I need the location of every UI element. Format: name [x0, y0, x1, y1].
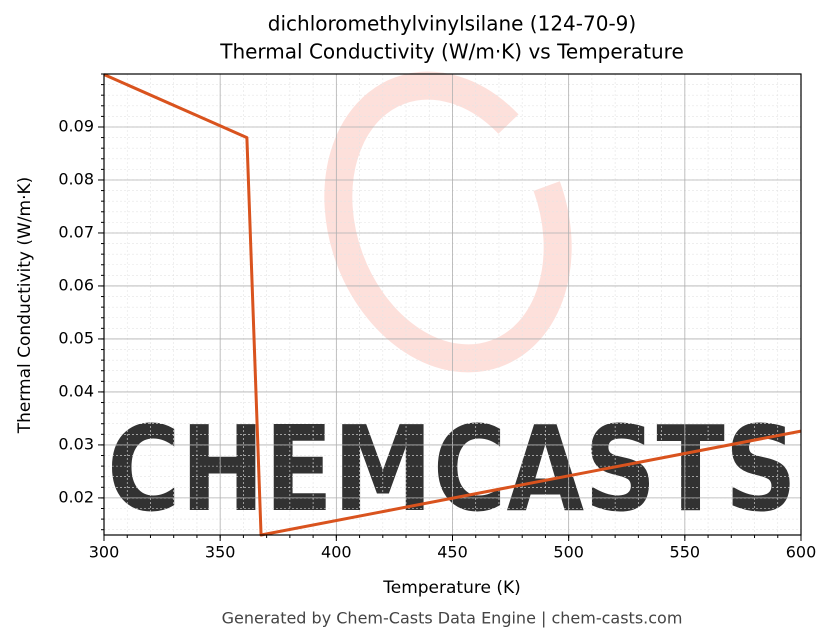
x-tick-label: 300 — [89, 543, 120, 562]
x-tick-label: 550 — [670, 543, 701, 562]
x-tick-label: 600 — [786, 543, 817, 562]
y-tick-label: 0.03 — [58, 434, 94, 453]
x-tick-label: 350 — [205, 543, 236, 562]
x-tick-label: 450 — [437, 543, 468, 562]
y-tick-label: 0.05 — [58, 328, 94, 347]
y-tick-label: 0.04 — [58, 381, 94, 400]
chart-subtitle: Thermal Conductivity (W/m·K) vs Temperat… — [219, 40, 684, 64]
y-tick-label: 0.02 — [58, 487, 94, 506]
chart-title: dichloromethylvinylsilane (124-70-9) — [268, 12, 636, 36]
y-tick-label: 0.08 — [58, 169, 94, 188]
y-tick-label: 0.09 — [58, 116, 94, 135]
watermark: CHEMCASTS — [107, 400, 797, 538]
x-axis-label: Temperature (K) — [382, 578, 521, 598]
data-line — [103, 73, 802, 537]
watermark-logo — [324, 71, 572, 373]
x-tick-label: 500 — [553, 543, 584, 562]
plot-frame — [103, 73, 802, 536]
y-tick-label: 0.06 — [58, 275, 94, 294]
x-tick-label: 400 — [321, 543, 352, 562]
y-axis-label: Thermal Conductivity (W/m·K) — [15, 177, 35, 435]
y-tick-label: 0.07 — [58, 222, 94, 241]
footer: Generated by Chem-Casts Data Engine | ch… — [222, 609, 683, 628]
